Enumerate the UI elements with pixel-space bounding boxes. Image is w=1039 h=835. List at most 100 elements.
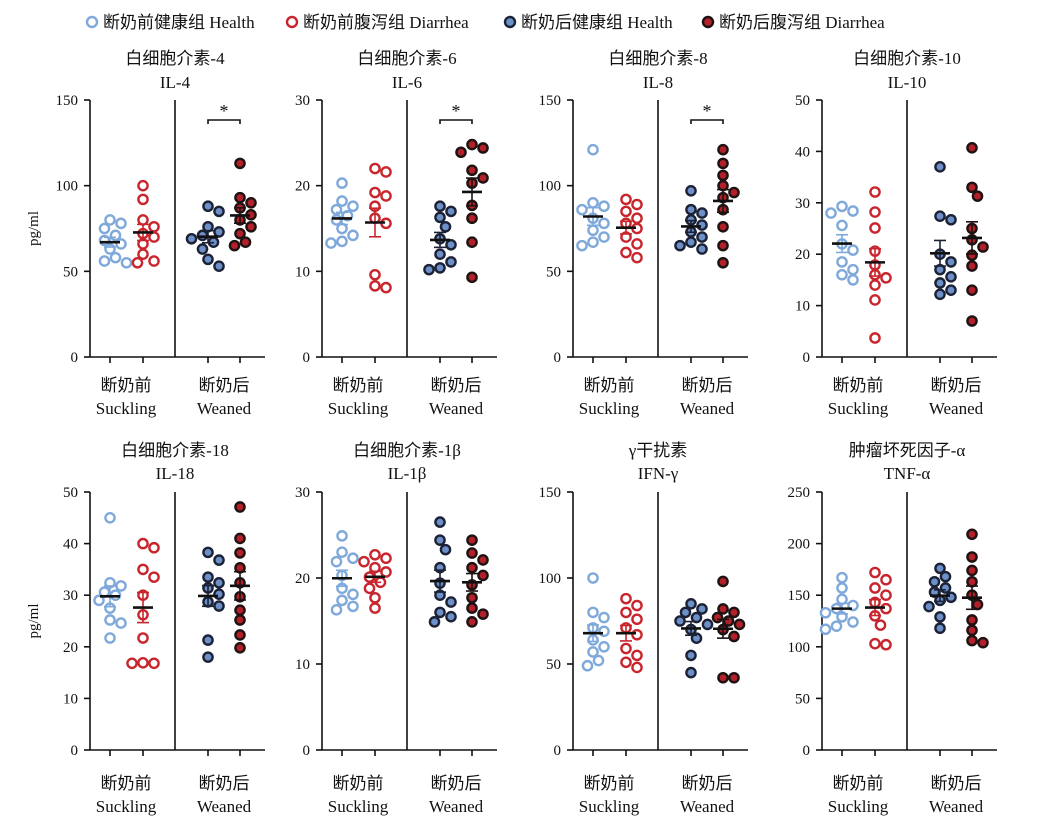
y-tick-label: 50 [63, 485, 78, 501]
legend-label: 断奶前腹泻组 Diarrhea [303, 13, 469, 32]
x-group-label: 断奶前 [101, 774, 152, 793]
data-point [214, 227, 223, 236]
data-point [435, 263, 444, 272]
chart-subtitle: IL-8 [643, 73, 673, 92]
data-point [870, 187, 879, 196]
data-point [198, 244, 207, 253]
y-tick-label: 150 [56, 93, 79, 109]
data-point [588, 573, 597, 582]
data-point [235, 159, 244, 168]
data-point [870, 583, 879, 592]
data-point [848, 206, 857, 215]
chart-panel: 白细胞介素-10IL-1001020304050断奶前Suckling断奶后We… [795, 49, 997, 418]
y-tick-label: 50 [546, 264, 561, 280]
data-point [214, 207, 223, 216]
x-group-label: Suckling [579, 399, 640, 418]
y-tick-label: 20 [795, 247, 810, 263]
data-point [697, 244, 706, 253]
data-point [467, 563, 476, 572]
data-point [203, 635, 212, 644]
legend-marker [505, 17, 515, 27]
data-point [703, 620, 712, 629]
data-point [729, 673, 738, 682]
chart-subtitle: IL-6 [392, 73, 422, 92]
data-point [100, 224, 109, 233]
data-point [978, 638, 987, 647]
data-point [370, 550, 379, 559]
legend-label: 断奶前健康组 Health [103, 13, 255, 32]
data-point [697, 208, 706, 217]
data-point [946, 593, 955, 602]
data-point [599, 219, 608, 228]
y-tick-label: 0 [554, 350, 562, 366]
data-point [718, 241, 727, 250]
data-point [577, 241, 586, 250]
y-tick-label: 40 [795, 144, 810, 160]
data-point [632, 200, 641, 209]
data-point [435, 536, 444, 545]
data-point [337, 531, 346, 540]
data-point [588, 198, 597, 207]
data-point [935, 290, 944, 299]
data-point [675, 616, 684, 625]
data-point [870, 207, 879, 216]
data-point [149, 256, 158, 265]
data-point [467, 140, 476, 149]
chart-title: 白细胞介素-6 [357, 49, 456, 68]
x-group-label: 断奶前 [584, 774, 635, 793]
data-point [930, 577, 939, 586]
data-point [946, 257, 955, 266]
data-point [149, 543, 158, 552]
y-tick-label: 10 [295, 264, 310, 280]
data-point [467, 536, 476, 545]
data-point [876, 621, 885, 630]
data-point [870, 295, 879, 304]
legend-item: 断奶后健康组 Health [505, 13, 673, 32]
data-point [446, 597, 455, 606]
data-point [686, 651, 695, 660]
y-tick-label: 50 [795, 93, 810, 109]
data-point [235, 534, 244, 543]
data-point [446, 207, 455, 216]
y-tick-label: 20 [295, 179, 310, 195]
chart-panel: 白细胞介素-6 IL-6 0 10 20 30 断奶前 Suckling 断奶后 Weaned * [295, 49, 497, 418]
x-group-label: Weaned [197, 797, 252, 816]
data-point [967, 530, 976, 539]
data-point [435, 608, 444, 617]
data-point [214, 578, 223, 587]
data-point [967, 261, 976, 270]
y-tick-label: 250 [788, 485, 811, 501]
data-point [478, 173, 487, 182]
legend-item: 断奶前健康组 Health [87, 13, 255, 32]
chart-title: 白细胞介素-1β [353, 441, 461, 460]
data-point [632, 601, 641, 610]
data-point [686, 668, 695, 677]
data-point [718, 604, 727, 613]
data-point [116, 581, 125, 590]
data-point [435, 202, 444, 211]
data-point [881, 273, 890, 282]
data-point [478, 610, 487, 619]
data-point [446, 612, 455, 621]
data-point [138, 633, 147, 642]
chart-title: 白细胞介素-8 [608, 49, 707, 68]
data-point [967, 566, 976, 575]
data-point [235, 548, 244, 557]
data-point [583, 661, 592, 670]
data-point [430, 617, 439, 626]
y-tick-label: 20 [295, 571, 310, 587]
data-point [967, 552, 976, 561]
y-tick-label: 30 [63, 588, 78, 604]
significance-label: * [220, 101, 229, 121]
data-point [138, 565, 147, 574]
x-group-label: 断奶前 [584, 376, 635, 395]
data-point [967, 626, 976, 635]
data-point [370, 593, 379, 602]
y-tick-label: 0 [303, 350, 311, 366]
data-point [588, 238, 597, 247]
data-point [424, 265, 433, 274]
x-group-label: 断奶后 [431, 376, 482, 395]
legend: 断奶前健康组 Health 断奶前腹泻组 Diarrhea 断奶后健康组 Healt… [87, 13, 885, 32]
data-point [718, 159, 727, 168]
data-point [203, 548, 212, 557]
